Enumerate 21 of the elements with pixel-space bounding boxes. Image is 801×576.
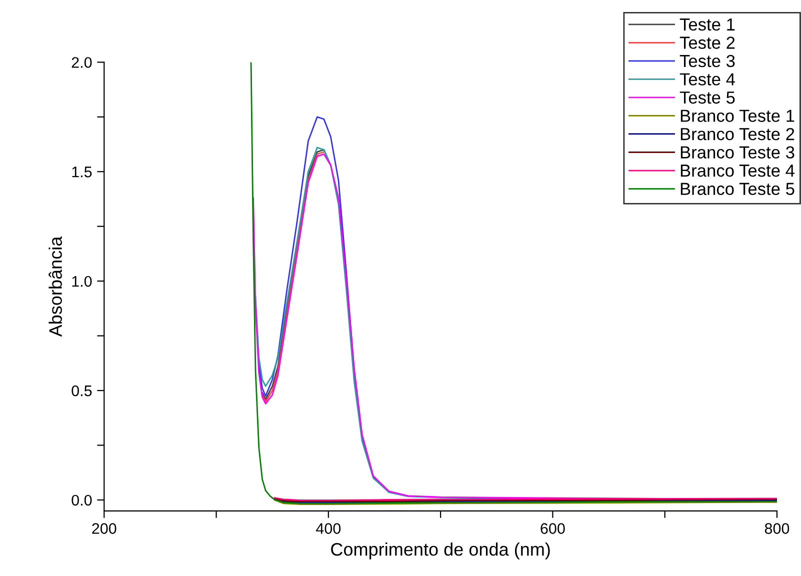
legend-label: Branco Teste 5 bbox=[680, 182, 794, 196]
legend-label: Teste 3 bbox=[680, 54, 735, 68]
legend-label: Branco Teste 3 bbox=[680, 146, 794, 159]
x-tick-label: 600 bbox=[540, 523, 565, 534]
x-axis-title: Comprimento de onda (nm) bbox=[331, 542, 550, 560]
y-axis-title: Absorbância bbox=[48, 236, 62, 337]
y-tick-label: 0.5 bbox=[72, 385, 92, 396]
y-tick-label: 1.5 bbox=[72, 166, 92, 178]
x-tick-label: 800 bbox=[764, 523, 790, 534]
text: 2.0 bbox=[72, 57, 92, 68]
legend-label: Teste 4 bbox=[680, 73, 735, 86]
legend-label: Teste 1 bbox=[680, 18, 735, 31]
legend-label: Teste 2 bbox=[680, 36, 735, 49]
x-tick-label: 400 bbox=[316, 523, 341, 534]
legend-label: Branco Teste 2 bbox=[680, 128, 794, 140]
text: 1.0 bbox=[72, 276, 92, 287]
x-tick-label: 200 bbox=[92, 523, 116, 534]
legend-label: Teste 5 bbox=[680, 92, 735, 104]
legend-label: Branco Teste 4 bbox=[680, 164, 794, 177]
text: 0.0 bbox=[72, 494, 92, 506]
legend-label: Branco Teste 1 bbox=[680, 110, 794, 122]
